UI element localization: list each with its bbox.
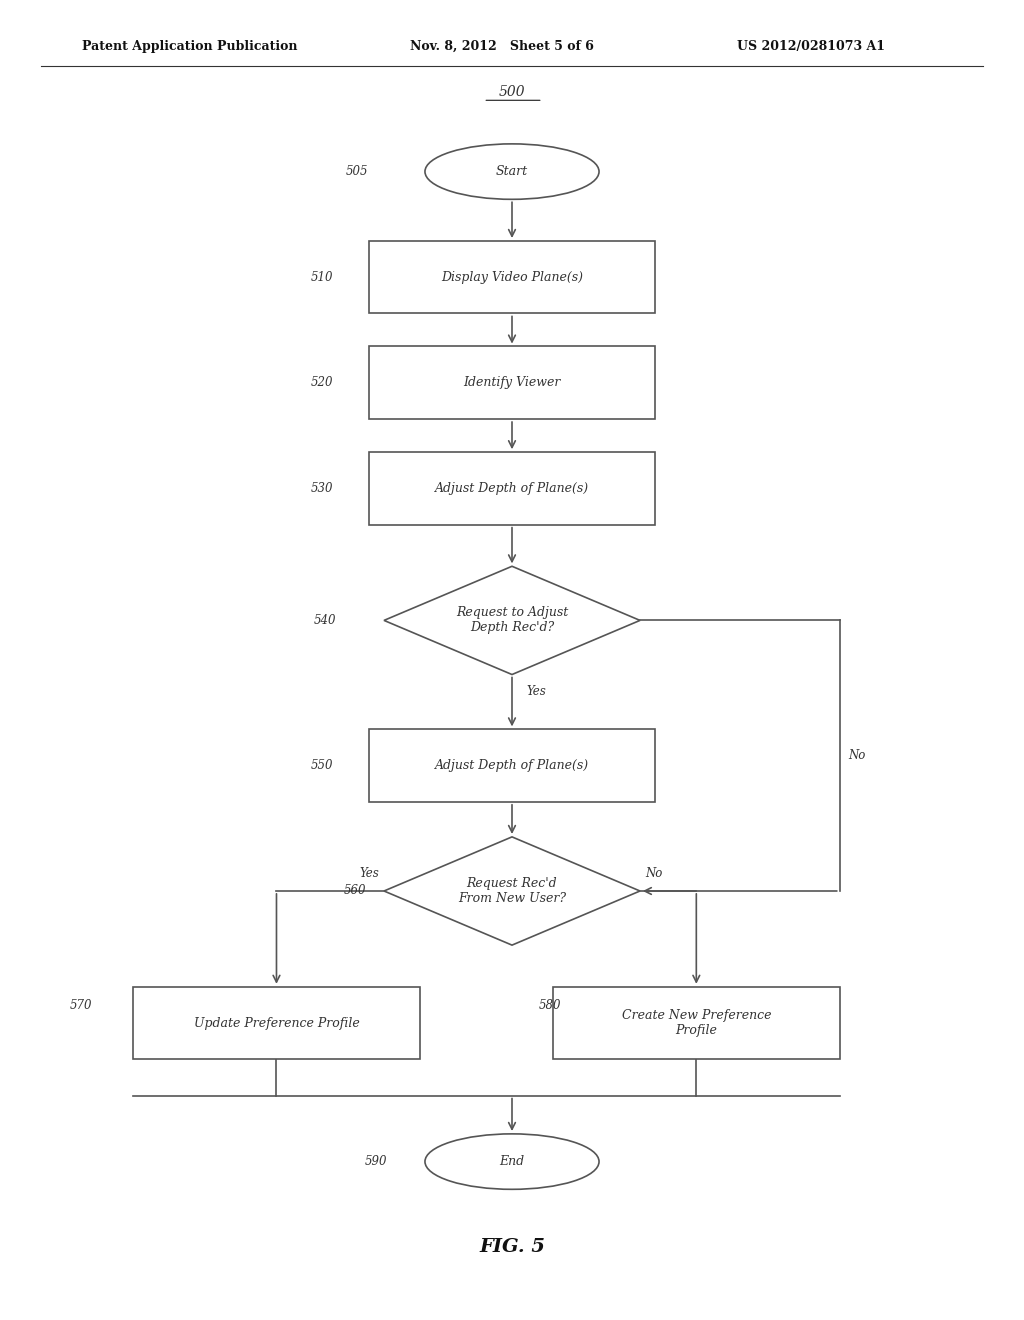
Text: End: End <box>500 1155 524 1168</box>
Text: Request to Adjust
Depth Rec'd?: Request to Adjust Depth Rec'd? <box>456 606 568 635</box>
FancyBboxPatch shape <box>369 451 655 524</box>
Text: 530: 530 <box>310 482 333 495</box>
Text: 505: 505 <box>346 165 369 178</box>
Text: 580: 580 <box>539 999 561 1012</box>
Text: Create New Preference
Profile: Create New Preference Profile <box>622 1008 771 1038</box>
Polygon shape <box>384 566 640 675</box>
Text: 540: 540 <box>313 614 336 627</box>
Ellipse shape <box>425 144 599 199</box>
Text: 500: 500 <box>499 86 525 99</box>
Text: 510: 510 <box>310 271 333 284</box>
Text: Start: Start <box>496 165 528 178</box>
Text: Update Preference Profile: Update Preference Profile <box>194 1016 359 1030</box>
Text: No: No <box>645 867 663 880</box>
Polygon shape <box>384 837 640 945</box>
Text: US 2012/0281073 A1: US 2012/0281073 A1 <box>737 40 886 53</box>
Text: 590: 590 <box>365 1155 387 1168</box>
Text: FIG. 5: FIG. 5 <box>479 1238 545 1257</box>
Text: Nov. 8, 2012   Sheet 5 of 6: Nov. 8, 2012 Sheet 5 of 6 <box>410 40 594 53</box>
FancyBboxPatch shape <box>369 346 655 420</box>
Text: Yes: Yes <box>526 685 546 698</box>
Text: Patent Application Publication: Patent Application Publication <box>82 40 297 53</box>
Text: Display Video Plane(s): Display Video Plane(s) <box>441 271 583 284</box>
FancyBboxPatch shape <box>369 240 655 313</box>
Text: Request Rec'd
From New User?: Request Rec'd From New User? <box>458 876 566 906</box>
FancyBboxPatch shape <box>553 987 840 1059</box>
FancyBboxPatch shape <box>133 987 420 1059</box>
Text: Yes: Yes <box>359 867 379 880</box>
Text: Adjust Depth of Plane(s): Adjust Depth of Plane(s) <box>435 482 589 495</box>
Text: 570: 570 <box>70 999 92 1012</box>
Text: No: No <box>848 748 865 762</box>
Text: 520: 520 <box>310 376 333 389</box>
FancyBboxPatch shape <box>369 729 655 803</box>
Text: Identify Viewer: Identify Viewer <box>463 376 561 389</box>
Ellipse shape <box>425 1134 599 1189</box>
Text: Adjust Depth of Plane(s): Adjust Depth of Plane(s) <box>435 759 589 772</box>
Text: 550: 550 <box>310 759 333 772</box>
Text: 560: 560 <box>344 884 367 898</box>
